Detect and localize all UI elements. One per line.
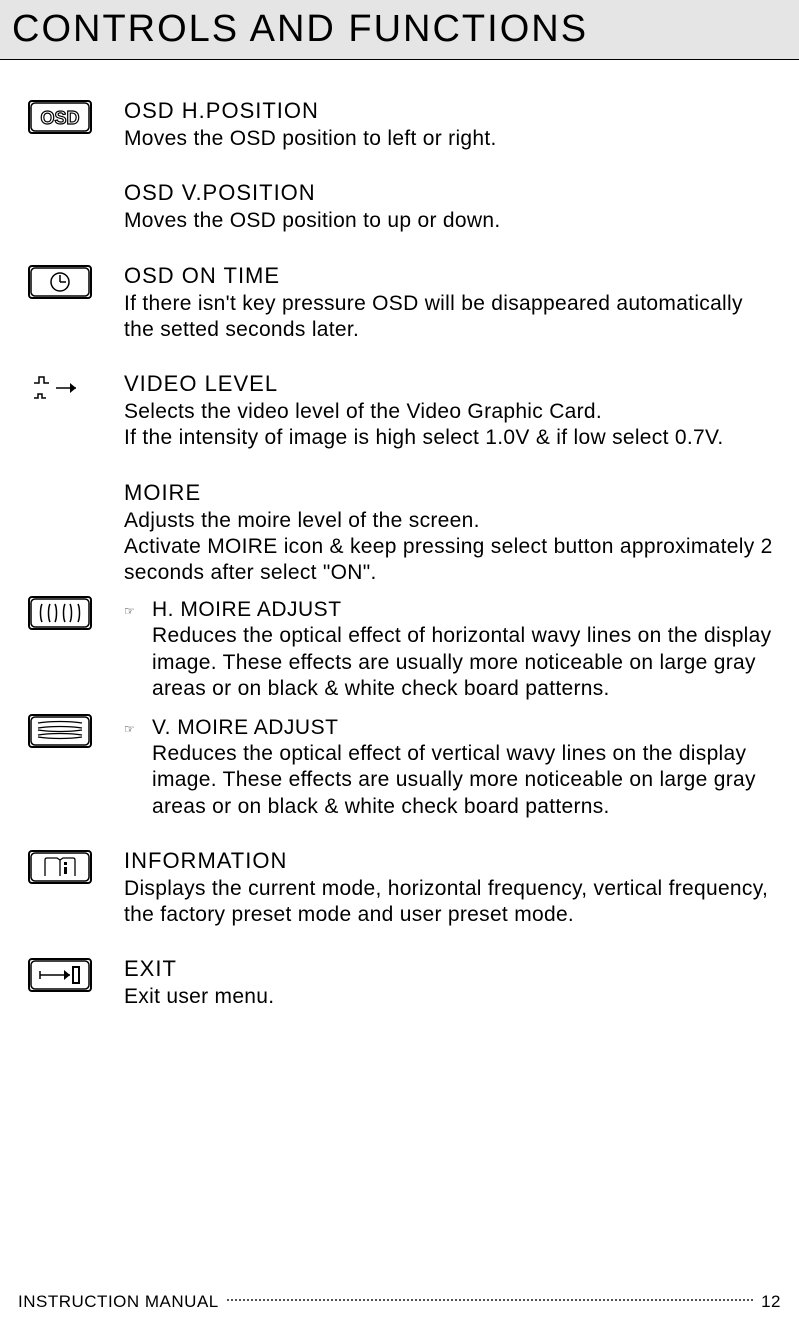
sub-body: Reduces the optical effect of horizontal… [152, 623, 779, 702]
page-header: CONTROLS AND FUNCTIONS [0, 0, 799, 60]
section-video-level: VIDEO LEVEL Selects the video level of t… [28, 371, 779, 452]
section-title: VIDEO LEVEL [124, 371, 779, 397]
section-moire: MOIRE Adjusts the moire level of the scr… [28, 480, 779, 587]
section-osd-on-time: OSD ON TIME If there isn't key pressure … [28, 263, 779, 344]
page-title: CONTROLS AND FUNCTIONS [12, 8, 787, 51]
section-title: MOIRE [124, 480, 779, 506]
page-footer: INSTRUCTION MANUAL 12 [0, 1292, 799, 1312]
bullet-icon: ☞ [124, 716, 152, 820]
icon-osd: OSD [28, 98, 124, 139]
section-osd-h: OSD OSD H.POSITION Moves the OSD positio… [28, 98, 779, 152]
icon-video-level [28, 371, 124, 403]
bullet-icon: ☞ [124, 598, 152, 702]
section-h-moire: ☞ H. MOIRE ADJUST Reduces the optical ef… [28, 594, 779, 702]
section-title: EXIT [124, 956, 779, 982]
section-information: INFORMATION Displays the current mode, h… [28, 848, 779, 929]
icon-exit [28, 956, 124, 997]
section-body: If there isn't key pressure OSD will be … [124, 291, 779, 344]
section-title: OSD H.POSITION [124, 98, 779, 124]
section-body: Displays the current mode, horizontal fr… [124, 876, 779, 929]
section-body: Moves the OSD position to left or right. [124, 126, 779, 152]
icon-h-moire [28, 594, 124, 635]
section-v-moire: ☞ V. MOIRE ADJUST Reduces the optical ef… [28, 712, 779, 820]
section-body: Moves the OSD position to up or down. [124, 208, 779, 234]
footer-page-number: 12 [761, 1292, 781, 1312]
section-title: OSD ON TIME [124, 263, 779, 289]
section-body: Adjusts the moire level of the screen. A… [124, 508, 779, 587]
footer-dots [227, 1299, 753, 1301]
icon-v-moire [28, 712, 124, 753]
section-exit: EXIT Exit user menu. [28, 956, 779, 1010]
sub-title: H. MOIRE ADJUST [152, 598, 779, 622]
icon-clock [28, 263, 124, 304]
sub-body: Reduces the optical effect of vertical w… [152, 741, 779, 820]
section-osd-v: OSD V.POSITION Moves the OSD position to… [28, 180, 779, 234]
content-area: OSD OSD H.POSITION Moves the OSD positio… [0, 60, 799, 1011]
section-body: Selects the video level of the Video Gra… [124, 399, 779, 452]
section-title: INFORMATION [124, 848, 779, 874]
section-body: Exit user menu. [124, 984, 779, 1010]
sub-title: V. MOIRE ADJUST [152, 716, 779, 740]
icon-information [28, 848, 124, 889]
svg-text:OSD: OSD [40, 108, 79, 128]
section-title: OSD V.POSITION [124, 180, 779, 206]
footer-label: INSTRUCTION MANUAL [18, 1292, 219, 1312]
